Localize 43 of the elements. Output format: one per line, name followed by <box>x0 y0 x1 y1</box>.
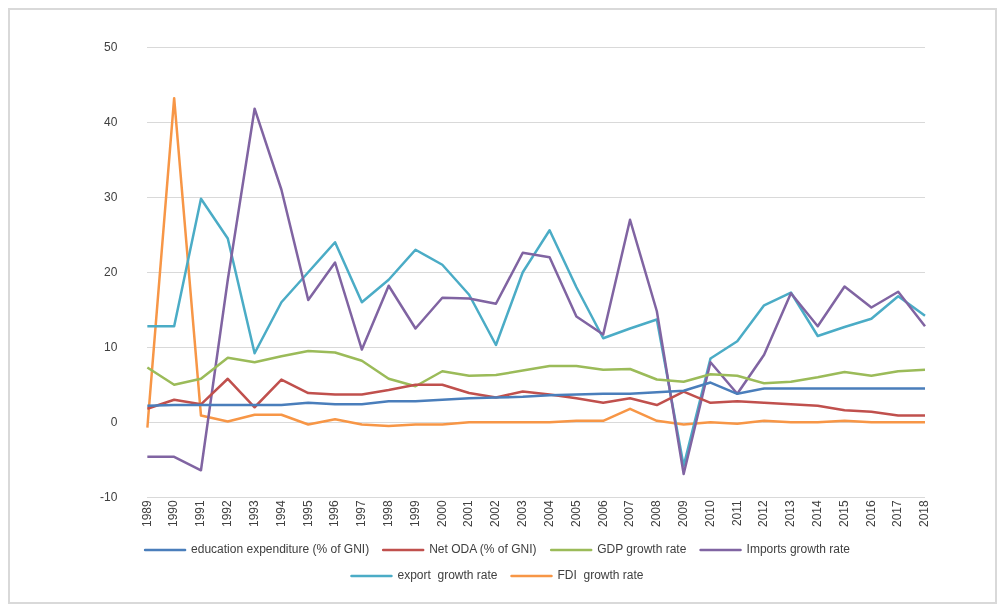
legend-label: FDI growth rate <box>557 568 644 583</box>
x-tick-label: 2011 <box>729 499 744 527</box>
x-tick-label: 2010 <box>702 499 717 528</box>
x-tick-label: 1998 <box>381 499 395 528</box>
x-tick-label: 2003 <box>515 499 530 528</box>
x-tick-label: 2002 <box>488 499 503 528</box>
x-tick-label: 1990 <box>166 499 181 528</box>
x-tick-label: 2000 <box>434 499 449 528</box>
x-tick-label: 2007 <box>622 499 637 528</box>
x-tick-label: 2017 <box>890 499 905 528</box>
x-tick-label: 2001 <box>461 499 476 528</box>
legend-label: GDP growth rate <box>597 542 687 557</box>
x-tick-label: 1997 <box>354 499 369 528</box>
y-tick-label: -10 <box>100 489 118 504</box>
x-tick-label: 2016 <box>863 499 878 528</box>
y-tick-label: 10 <box>103 339 118 354</box>
x-tick-label: 2008 <box>649 499 664 528</box>
x-tick-label: 1994 <box>273 499 288 528</box>
x-tick-label: 2012 <box>756 499 771 528</box>
x-tick-label: 1993 <box>246 499 261 528</box>
x-tick-label: 1989 <box>139 499 154 528</box>
y-tick-label: 20 <box>103 264 118 279</box>
x-tick-label: 2004 <box>541 499 556 528</box>
x-tick-label: 2006 <box>595 499 610 528</box>
x-tick-label: 1995 <box>300 499 315 528</box>
x-tick-label: 2015 <box>836 499 851 528</box>
legend-label: export growth rate <box>397 568 498 583</box>
x-tick-label: 1992 <box>220 499 235 528</box>
x-tick-label: 1991 <box>193 499 208 528</box>
x-tick-label: 2009 <box>675 499 690 528</box>
x-tick-label: 2005 <box>568 499 583 528</box>
x-tick-label: 2013 <box>783 499 798 528</box>
y-tick-label: 0 <box>110 414 118 429</box>
legend-label: Net ODA (% of GNI) <box>429 542 537 557</box>
x-tick-label: 2018 <box>917 499 932 528</box>
y-tick-label: 50 <box>103 39 118 54</box>
legend-label: Imports growth rate <box>746 542 851 557</box>
legend-label: education expenditure (% of GNI) <box>191 542 370 557</box>
x-tick-label: 2014 <box>810 499 825 528</box>
y-tick-label: 30 <box>103 189 118 204</box>
y-tick-label: 40 <box>103 114 118 129</box>
x-tick-label: 1996 <box>327 499 342 528</box>
x-tick-label: 1999 <box>407 499 422 528</box>
